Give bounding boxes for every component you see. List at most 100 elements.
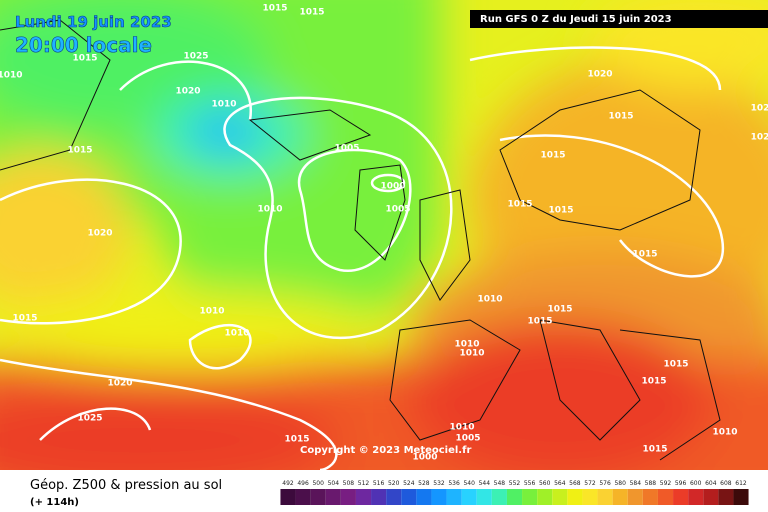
coastlines: [0, 19, 721, 461]
isobar-label: 1010: [211, 100, 236, 110]
scale-label: 492: [282, 480, 294, 487]
isobar-label: 1015: [527, 317, 552, 327]
scale-swatch: [688, 489, 704, 505]
isobar-label: 1015: [641, 377, 666, 387]
scale-swatch: [612, 489, 628, 505]
scale-label: 580: [614, 480, 626, 487]
scale-label: 600: [690, 480, 702, 487]
isobar-label: 1015: [547, 305, 572, 315]
isobar-labels: 1015 1015 1010 1015 1025 1020 1010 1015 1005 1000…: [0, 4, 768, 463]
isobar-label: 1015: [540, 151, 565, 161]
isobar-label: 1015: [67, 146, 92, 156]
scale-swatch: [567, 489, 583, 505]
scale-swatch: [446, 489, 462, 505]
isobar-label: 1010: [224, 329, 249, 339]
scale-swatch: [310, 489, 326, 505]
isobar-label: 1005: [455, 434, 480, 444]
scale-label: 508: [343, 480, 355, 487]
scale-label: 576: [599, 480, 611, 487]
scale-label: 536: [448, 480, 460, 487]
isobar-label: 1015: [72, 54, 97, 64]
isobar-label: 1010: [0, 71, 23, 81]
isobar-label: 1015: [507, 200, 532, 210]
scale-label: 552: [509, 480, 521, 487]
scale-swatch: [506, 489, 523, 505]
scale-label: 540: [463, 480, 475, 487]
isobar-label: 1005: [385, 205, 410, 215]
time-label: 20:00 locale: [15, 33, 152, 57]
isobar-label: 1025: [183, 52, 208, 62]
scale-label: 564: [554, 480, 566, 487]
scale-swatch: [295, 489, 311, 505]
isobar-label: 1010: [712, 428, 737, 438]
isobar-label: 1015: [12, 314, 37, 324]
run-box: [470, 10, 768, 28]
scale-label: 548: [494, 480, 506, 487]
scale-label: 544: [479, 480, 491, 487]
isobar-label: 102: [751, 104, 768, 114]
scale-swatch: [582, 489, 598, 505]
scale-label: 520: [388, 480, 400, 487]
scale-swatch: [657, 489, 674, 505]
scale-label: 568: [569, 480, 581, 487]
isobar-label: 1010: [257, 205, 282, 215]
isobar-label: 1010: [477, 295, 502, 305]
footer-lead: (+ 114h): [30, 497, 79, 508]
isobar-label: 1015: [299, 8, 324, 18]
isobar-label: 1015: [632, 250, 657, 260]
scale-swatch: [673, 489, 689, 505]
scale-swatch: [280, 489, 296, 505]
scale-swatch: [371, 489, 387, 505]
scale-label: 596: [675, 480, 687, 487]
scale-swatch: [552, 489, 568, 505]
scale-label: 556: [524, 480, 536, 487]
scale-swatch: [386, 489, 402, 505]
isobar-label: 1000: [380, 182, 405, 192]
scale-swatch: [476, 489, 492, 505]
scale-label: 572: [584, 480, 596, 487]
scale-label: 608: [720, 480, 732, 487]
scale-label: 612: [735, 480, 747, 487]
scale-swatch: [461, 489, 477, 505]
scale-label: 516: [373, 480, 385, 487]
scale-label: 592: [660, 480, 672, 487]
isobar-label: 1010: [459, 349, 484, 359]
isobar-label: 1005: [334, 144, 359, 154]
scale-swatch: [597, 489, 613, 505]
isobar-label: 1015: [548, 206, 573, 216]
isobar-label: 1020: [87, 229, 112, 239]
scale-swatch: [718, 489, 734, 505]
scale-swatch: [355, 489, 372, 505]
scale-label: 500: [312, 480, 324, 487]
scale-swatch: [491, 489, 507, 505]
scale-swatch: [703, 489, 719, 505]
scale-swatch: [733, 489, 749, 505]
scale-label: 604: [705, 480, 717, 487]
color-scale: 492 496 500 504 508 512 516 520 524 528 532 536 540 5…: [280, 480, 749, 505]
scale-label: 528: [418, 480, 430, 487]
scale-swatch: [401, 489, 417, 505]
scale-label: 504: [328, 480, 340, 487]
scale-swatch: [340, 489, 356, 505]
scale-swatch: [642, 489, 658, 505]
isobar-label: 1020: [175, 87, 200, 97]
scale-swatch: [431, 489, 447, 505]
isobar-label: 1020: [587, 70, 612, 80]
isobar-label: 1015: [608, 112, 633, 122]
scale-label: 588: [645, 480, 657, 487]
isobar-label: 1025: [77, 414, 102, 424]
isobar-label: 102: [751, 133, 768, 143]
isobar-label: 1010: [199, 307, 224, 317]
scale-label: 512: [358, 480, 370, 487]
scale-swatch: [325, 489, 341, 505]
scale-label: 532: [433, 480, 445, 487]
scale-label: 524: [403, 480, 415, 487]
date-label: Lundi 19 juin 2023: [15, 13, 172, 31]
isobar-label: 1015: [642, 445, 667, 455]
scale-swatch: [627, 489, 643, 505]
footer-title: Géop. Z500 & pression au sol: [30, 478, 222, 493]
isobar-label: 1015: [262, 4, 287, 14]
isobar-label: 1015: [284, 435, 309, 445]
